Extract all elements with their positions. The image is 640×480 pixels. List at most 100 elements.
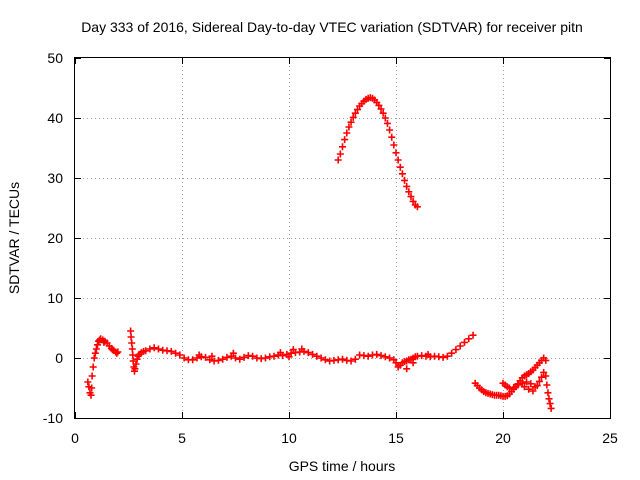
data-point: [401, 176, 409, 184]
data-point: [89, 363, 97, 371]
data-point: [545, 395, 553, 403]
data-point: [229, 349, 237, 357]
data-point: [345, 123, 353, 131]
data-point: [146, 345, 154, 353]
data-point: [351, 109, 359, 117]
data-point: [100, 338, 108, 346]
data-point: [544, 389, 552, 397]
data-point: [375, 101, 383, 109]
data-point: [413, 203, 421, 211]
data-point: [285, 353, 293, 361]
data-point: [202, 353, 210, 361]
data-point: [386, 126, 394, 134]
data-point: [514, 381, 522, 389]
data-point: [396, 163, 404, 171]
data-point: [236, 355, 244, 363]
data-point: [92, 345, 100, 353]
data-point: [298, 345, 306, 353]
data-point: [180, 354, 188, 362]
data-point: [339, 355, 346, 363]
data-point: [91, 349, 99, 357]
data-point: [392, 149, 400, 157]
data-point: [240, 353, 248, 361]
data-point: [208, 352, 216, 360]
data-point: [336, 150, 344, 158]
data-point: [195, 351, 203, 359]
x-axis-label: GPS time / hours: [289, 458, 396, 474]
data-point: [386, 354, 394, 362]
data-point: [379, 109, 387, 117]
data-point: [469, 331, 477, 339]
data-point: [317, 354, 325, 362]
data-point: [142, 347, 150, 355]
data-point: [131, 365, 139, 373]
ticks-layer: [75, 58, 611, 419]
data-point: [518, 379, 526, 387]
data-point: [223, 353, 231, 361]
points-layer: [84, 94, 555, 412]
data-point: [128, 345, 136, 353]
data-point: [88, 372, 96, 380]
data-point: [261, 354, 269, 362]
series-segment-main: [142, 344, 359, 365]
data-point: [547, 404, 555, 412]
x-tick-label: 25: [602, 430, 618, 446]
data-point: [533, 382, 541, 390]
data-point: [383, 119, 391, 127]
x-tick-labels: 0 5 10 15 20 25: [71, 430, 618, 446]
data-point: [334, 156, 342, 164]
data-point: [309, 350, 317, 358]
series-segment-mid: [356, 331, 477, 373]
data-point: [87, 391, 95, 399]
chart-title: Day 333 of 2016, Sidereal Day-to-day VTE…: [81, 19, 583, 35]
data-point: [456, 342, 464, 350]
data-point: [403, 182, 411, 190]
data-point: [289, 346, 297, 354]
data-point: [465, 335, 473, 343]
data-point: [304, 349, 312, 357]
data-point: [529, 387, 537, 395]
data-point: [540, 368, 548, 376]
data-point: [84, 378, 92, 386]
y-tick-label: 50: [47, 50, 63, 66]
x-tick-label: 20: [495, 430, 511, 446]
y-tick-label: 30: [47, 170, 63, 186]
data-point: [249, 352, 257, 360]
data-point: [364, 352, 372, 360]
data-point: [176, 351, 184, 359]
data-point: [353, 106, 361, 114]
x-tick-label: 0: [71, 430, 79, 446]
data-point: [93, 341, 101, 349]
data-point: [398, 170, 406, 178]
data-point: [270, 352, 278, 360]
y-tick-label: 40: [47, 110, 63, 126]
data-point: [542, 372, 550, 380]
data-point: [167, 347, 175, 355]
data-point: [127, 327, 135, 335]
y-tick-label: 20: [47, 230, 63, 246]
data-point: [129, 351, 137, 359]
data-point: [313, 352, 321, 360]
series-segment-arc: [334, 94, 421, 211]
x-tick-label: 5: [178, 430, 186, 446]
data-point: [527, 380, 535, 388]
data-point: [341, 136, 349, 144]
data-point: [154, 345, 162, 353]
data-point: [172, 349, 180, 357]
grid-layer: [75, 58, 610, 418]
data-point: [452, 346, 460, 354]
data-point: [448, 349, 456, 357]
data-point: [409, 359, 417, 367]
data-point: [523, 378, 531, 386]
data-point: [394, 156, 402, 164]
data-point: [409, 197, 417, 205]
x-tick-label: 10: [281, 430, 297, 446]
data-point: [349, 113, 357, 121]
data-point: [150, 344, 158, 352]
data-point: [381, 353, 389, 361]
data-point: [439, 353, 447, 361]
data-point: [276, 349, 284, 357]
data-point: [392, 359, 400, 367]
data-point: [339, 143, 346, 151]
